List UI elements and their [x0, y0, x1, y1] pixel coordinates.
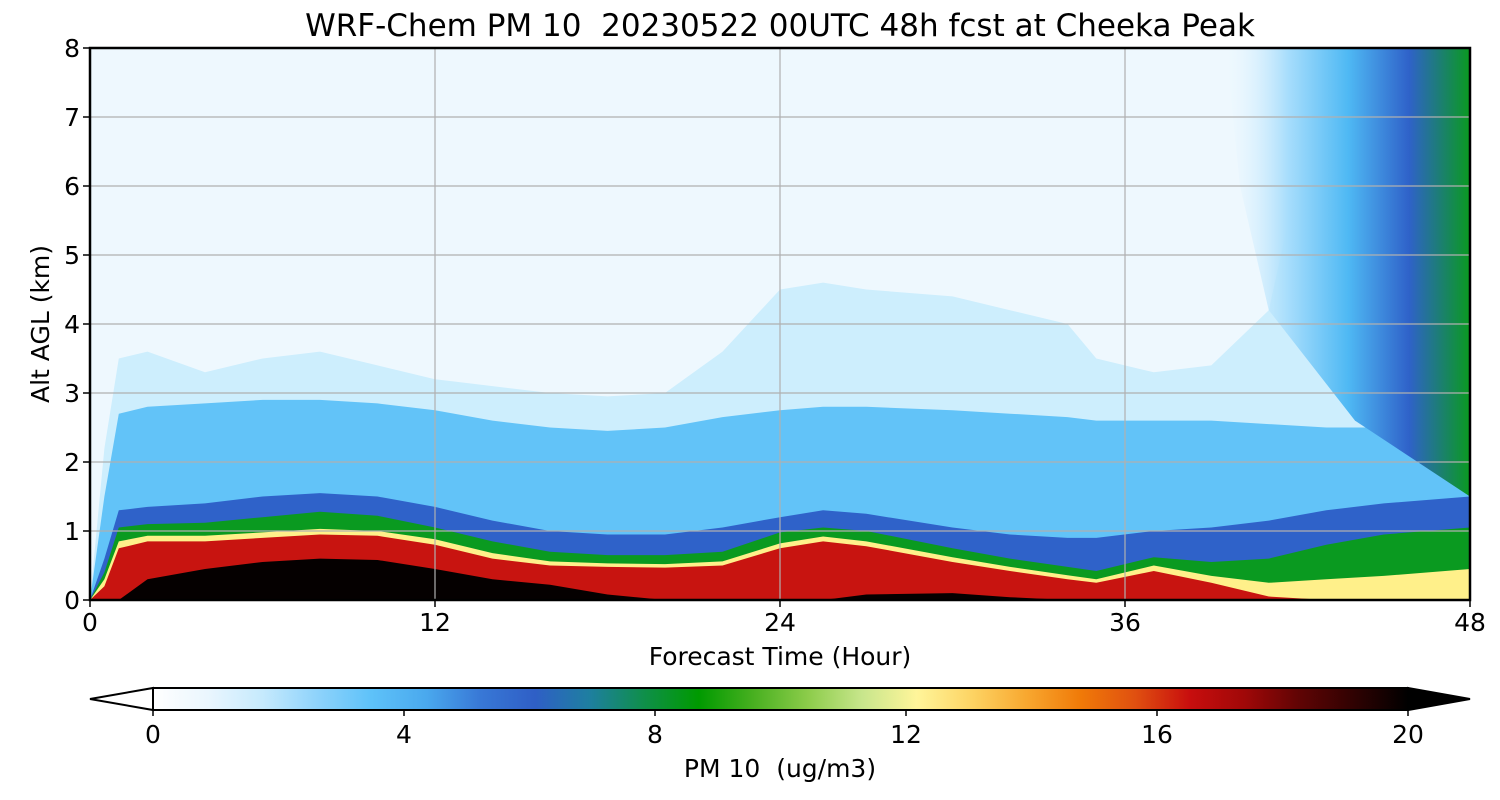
colorbar-tick-label: 0	[145, 720, 161, 749]
y-tick-label: 0	[64, 586, 80, 615]
chart-title: WRF-Chem PM 10 20230522 00UTC 48h fcst a…	[305, 8, 1255, 44]
colorbar: 0 4 8 12 16 20 PM 10 (ug/m3)	[89, 686, 1471, 783]
y-axis-label: Alt AGL (km)	[26, 245, 55, 403]
x-tick-label: 24	[764, 608, 796, 637]
y-tick-label: 6	[64, 172, 80, 201]
x-tick-label: 0	[82, 608, 98, 637]
x-tick-label: 48	[1454, 608, 1486, 637]
y-tick-label: 4	[64, 310, 80, 339]
x-axis-label: Forecast Time (Hour)	[649, 642, 912, 671]
colorbar-tick-label: 12	[890, 720, 922, 749]
x-tick-label: 12	[419, 608, 451, 637]
colorbar-extend-max	[1407, 686, 1471, 712]
y-tick-label: 1	[64, 517, 80, 546]
colorbar-body	[152, 687, 1409, 711]
colorbar-tick-label: 20	[1392, 720, 1424, 749]
y-tick-label: 8	[64, 34, 80, 63]
upper-right-plume	[1225, 48, 1470, 497]
y-tick-label: 7	[64, 103, 80, 132]
y-tick-label: 5	[64, 241, 80, 270]
colorbar-label: PM 10 (ug/m3)	[684, 754, 876, 783]
x-tick-label: 36	[1109, 608, 1141, 637]
colorbar-tick-label: 4	[396, 720, 412, 749]
colorbar-ticks: 0 4 8 12 16 20	[145, 710, 1424, 749]
y-tick-label: 2	[64, 448, 80, 477]
colorbar-tick-label: 16	[1141, 720, 1173, 749]
colorbar-tick-label: 8	[647, 720, 663, 749]
x-axis-ticks: 0 12 24 36 48	[82, 600, 1486, 637]
y-axis-ticks: 0 1 2 3 4 5 6 7 8	[64, 34, 90, 615]
y-tick-label: 3	[64, 379, 80, 408]
colorbar-extend-min	[89, 686, 154, 712]
